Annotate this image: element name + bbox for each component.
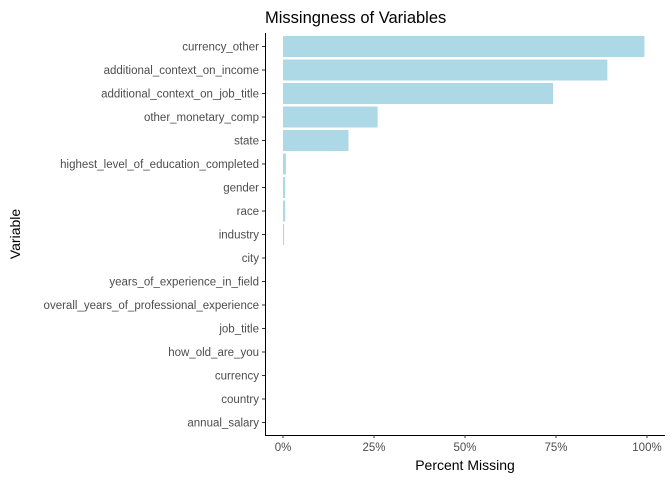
- y-tick-label: additional_context_on_job_title: [101, 89, 259, 101]
- bar-additional-context-on-income: [283, 59, 608, 81]
- y-axis-title: Variable: [7, 209, 23, 260]
- y-tick-label: currency: [215, 371, 259, 383]
- y-tick-label: overall_years_of_professional_experience: [44, 300, 259, 312]
- y-tick-label: gender: [223, 183, 259, 195]
- y-tick-label: industry: [219, 230, 260, 242]
- y-tick-label: state: [234, 136, 259, 148]
- bar-additional-context-on-job-title: [283, 83, 554, 104]
- y-tick-label: other_monetary_comp: [144, 112, 259, 124]
- bar-gender: [283, 177, 286, 198]
- bar-highest-level-of-education-completed: [283, 153, 286, 175]
- x-axis: 0% 25% 50% 75% 100%: [265, 435, 665, 454]
- x-tick-label: 100%: [632, 442, 661, 454]
- x-tick-label: 50%: [453, 442, 476, 454]
- bar-state: [283, 130, 349, 151]
- chart-title: Missingness of Variables: [265, 9, 446, 27]
- y-tick-label: additional_context_on_income: [104, 65, 259, 77]
- y-tick-label: how_old_are_you: [168, 347, 259, 359]
- bar-other-monetary-comp: [283, 106, 378, 128]
- y-tick-label: city: [242, 253, 260, 265]
- bar-currency-other: [283, 36, 645, 57]
- x-axis-title: Percent Missing: [415, 457, 515, 473]
- y-tick-label: country: [221, 394, 259, 406]
- bar-industry: [283, 224, 285, 245]
- x-tick-label: 25%: [362, 442, 385, 454]
- bar-race: [283, 200, 286, 222]
- y-tick-label: currency_other: [182, 42, 259, 54]
- y-tick-label: years_of_experience_in_field: [109, 277, 259, 289]
- y-tick-label: job_title: [218, 324, 259, 336]
- x-tick-label: 75%: [544, 442, 567, 454]
- y-axis: currency_other additional_context_on_inco…: [44, 33, 266, 435]
- y-tick-label: annual_salary: [187, 418, 259, 430]
- bars-group: [283, 36, 645, 245]
- x-tick-label: 0%: [275, 442, 292, 454]
- y-tick-label: race: [237, 206, 259, 218]
- y-tick-label: highest_level_of_education_completed: [60, 159, 259, 171]
